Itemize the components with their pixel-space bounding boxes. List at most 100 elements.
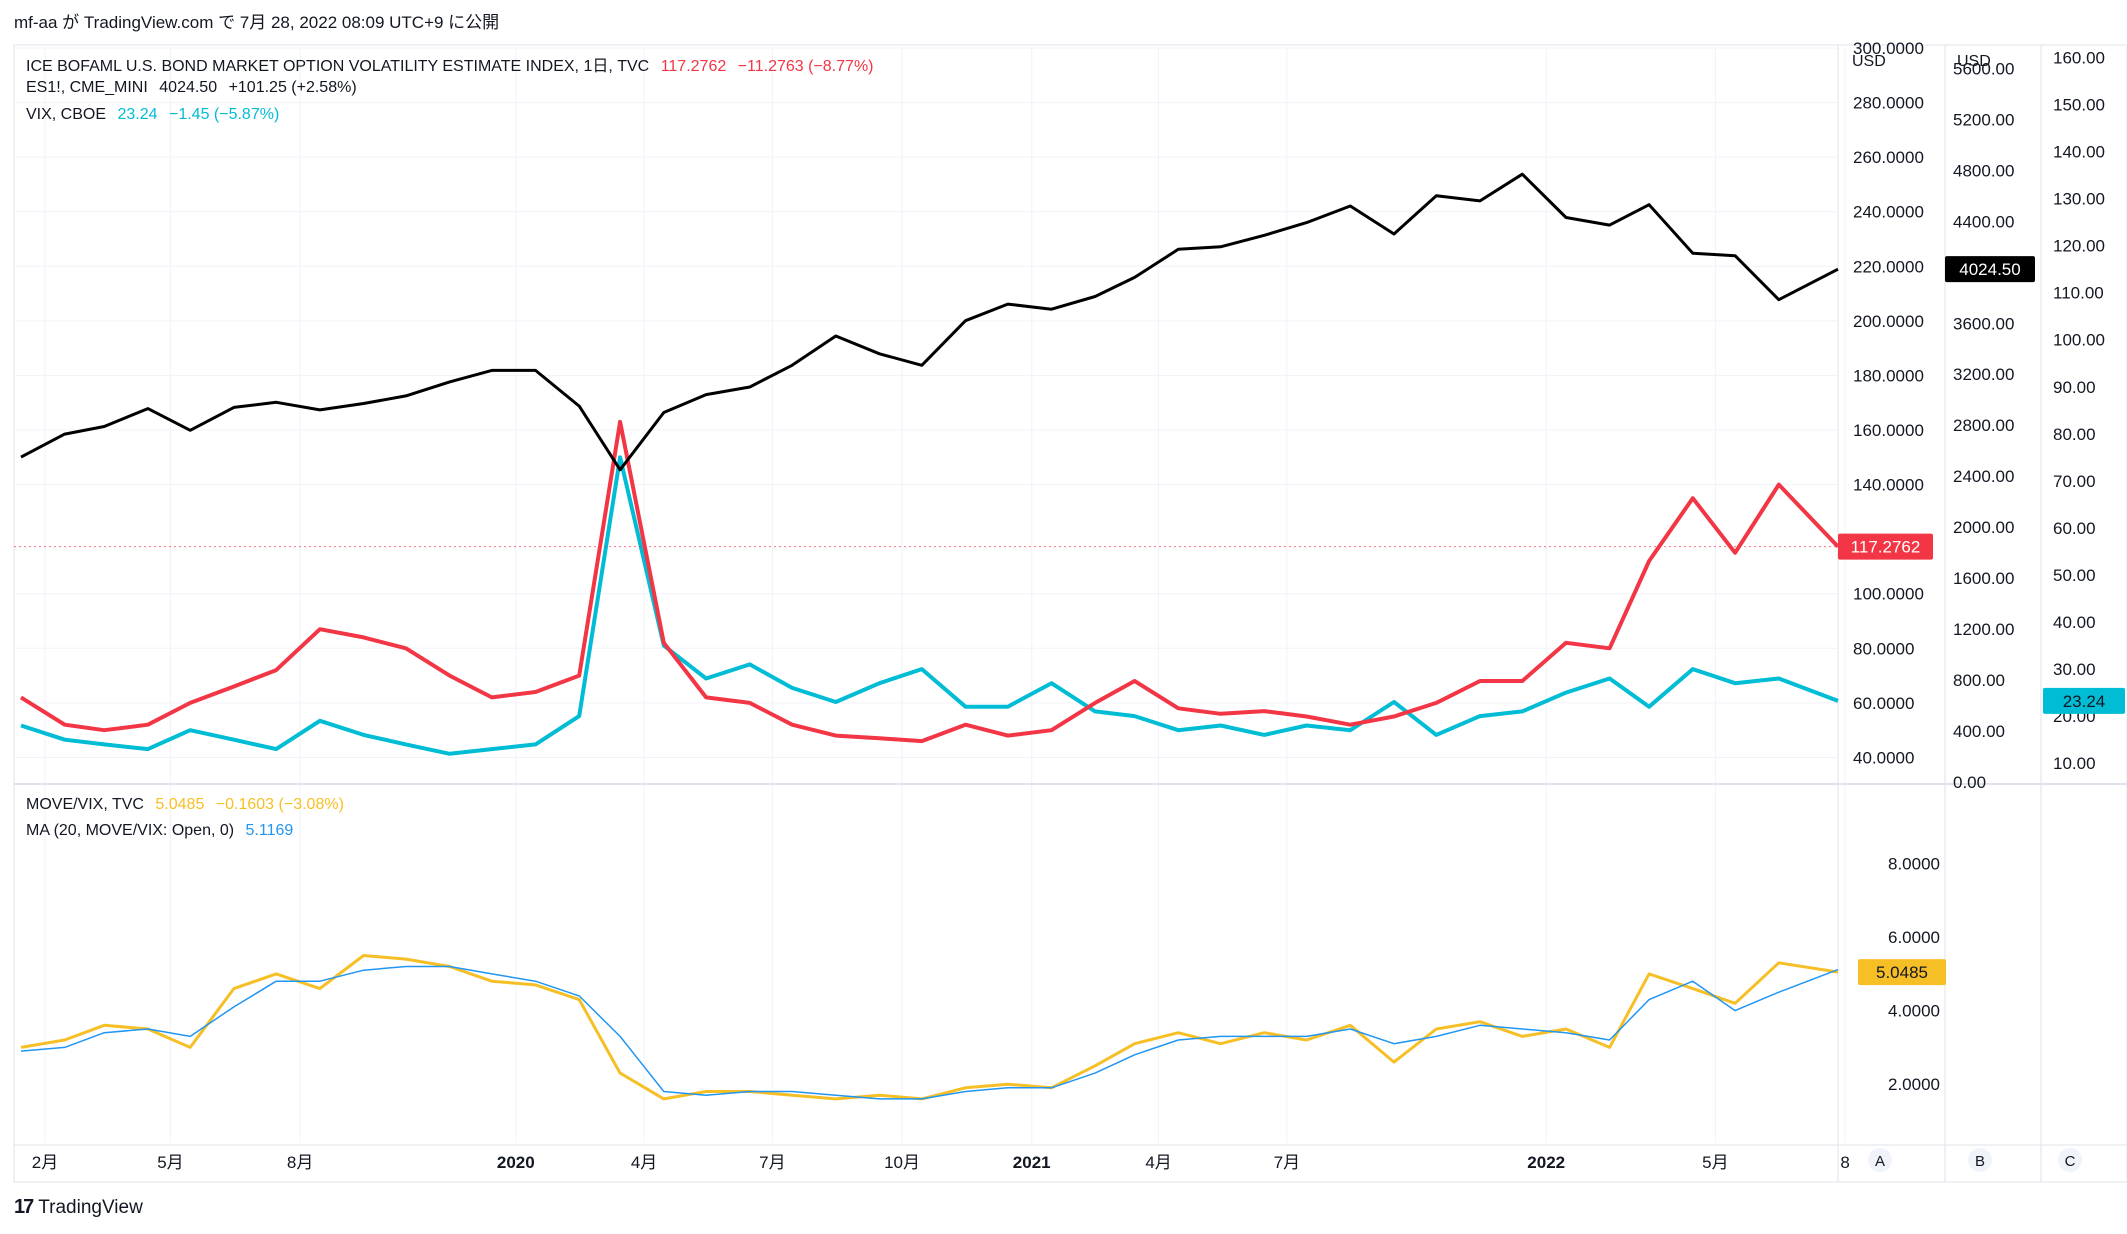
ratio-axis-tick-label: 4.0000 [1888, 1002, 1940, 1021]
move-axis-tick-label: 260.0000 [1853, 148, 1924, 167]
legend-move-name: ICE BOFAML U.S. BOND MARKET OPTION VOLAT… [26, 58, 650, 75]
move-axis-tick-label: 240.0000 [1853, 203, 1924, 222]
es-axis-tick-label: 5600.00 [1953, 59, 2014, 78]
tradingview-logo-icon: 17 [14, 1196, 34, 1218]
time-tick-label: 2022 [1527, 1153, 1565, 1172]
main-pane-border [13, 44, 2127, 1183]
attribution: mf-aa が TradingView.com で 7月 28, 2022 08… [14, 13, 500, 32]
time-tick-label: 2020 [497, 1153, 535, 1172]
scale-button-label: A [1875, 1153, 1885, 1170]
series-ma-line [20, 965, 1839, 1100]
legend-ratio-change: −0.1603 (−3.08%) [215, 796, 344, 813]
legend-move[interactable]: ICE BOFAML U.S. BOND MARKET OPTION VOLAT… [26, 52, 881, 76]
vix-axis-tick-label: 100.00 [2053, 331, 2105, 350]
series-move-line [19, 419, 1840, 744]
vix-axis-tick-label: 120.00 [2053, 237, 2105, 256]
move-axis-tick-label: 160.0000 [1853, 421, 1924, 440]
legend-ma[interactable]: MA (20, MOVE/VIX: Open, 0) 5.1169 [26, 822, 300, 840]
axis-layer: 2月 5月 8月 2020 4月 7月 10月 2021 4月 7月 2022 5月 8 300.0000… [32, 39, 2105, 1172]
time-tick-label: 7月 [759, 1153, 785, 1172]
time-tick-label: 2021 [1013, 1153, 1051, 1172]
vix-axis-tick-label: 160.00 [2053, 48, 2105, 67]
move-axis-currency: USD [1852, 53, 1886, 70]
legend-ratio-last: 5.0485 [155, 796, 205, 813]
legend-ratio[interactable]: MOVE/VIX, TVC 5.0485 −0.1603 (−3.08%) [26, 796, 351, 814]
vix-axis-tick-label: 130.00 [2053, 190, 2105, 209]
vix-price-tag [2043, 687, 2125, 714]
es-axis-tick-label: 2400.00 [1953, 467, 2014, 486]
vix-axis-tick-label: 90.00 [2053, 378, 2096, 397]
legend-ma-last: 5.1169 [245, 822, 294, 839]
move-axis-tick-label: 200.0000 [1853, 312, 1924, 331]
move-axis-tick-label: 180.0000 [1853, 366, 1924, 385]
vix-axis-tick-label: 80.00 [2053, 425, 2096, 444]
move-axis-tick-label: 60.0000 [1853, 694, 1914, 713]
move-axis-tick-label: 280.0000 [1853, 94, 1924, 113]
time-tick-label: 8月 [287, 1153, 313, 1172]
ratio-axis-tick-label: 6.0000 [1888, 928, 1940, 947]
move-axis-tick-label: 300.0000 [1853, 39, 1924, 58]
vix-axis-tick-label: 150.00 [2053, 95, 2105, 114]
legend-move-last: 117.2762 [660, 58, 727, 75]
es-axis-tick-label: 2800.00 [1953, 416, 2014, 435]
legend-move-change: −11.2763 (−8.77%) [737, 58, 874, 75]
move-axis-tick-label: 40.0000 [1853, 748, 1914, 767]
vix-axis-tick-label: 50.00 [2053, 566, 2096, 585]
vix-price-tag-label: 23.24 [2063, 692, 2106, 711]
es-price-tag [1945, 256, 2035, 283]
grid-lines [14, 47, 1846, 1143]
series-layer [14, 172, 1840, 1101]
legend-es-change: +101.25 (+2.58%) [228, 79, 357, 96]
legend-vix[interactable]: VIX, CBOE 23.24 −1.45 (−5.87%) [26, 106, 286, 124]
es-axis-tick-label: 5200.00 [1953, 110, 2014, 129]
es-axis-tick-label: 400.00 [1953, 722, 2005, 741]
time-tick-label: 4月 [631, 1153, 657, 1172]
time-tick-label: 5月 [1702, 1153, 1728, 1172]
es-axis-tick-label: 0.00 [1953, 773, 1986, 792]
tradingview-logo[interactable]: 17 TradingView [14, 1196, 143, 1219]
legend-es[interactable]: ES1!, CME_MINI 4024.50 +101.25 (+2.58%) [26, 79, 364, 97]
move-price-tag-label: 117.2762 [1851, 538, 1921, 557]
ratio-axis-tick-label: 2.0000 [1888, 1075, 1940, 1094]
time-tick-label: 7月 [1274, 1153, 1300, 1172]
scale-button-a [1868, 1148, 1892, 1172]
legend-es-name: ES1!, CME_MINI [26, 79, 148, 96]
vix-axis-tick-label: 60.00 [2053, 519, 2096, 538]
es-axis-currency: USD [1957, 53, 1991, 70]
legend-vix-last: 23.24 [117, 106, 158, 123]
scale-button-label: B [1975, 1153, 1985, 1170]
legend-vix-name: VIX, CBOE [26, 106, 107, 123]
es-price-tag-label: 4024.50 [1959, 260, 2020, 279]
time-tick-label: 10月 [884, 1153, 920, 1172]
move-axis-tick-label: 80.0000 [1853, 639, 1914, 658]
es-axis-tick-label: 1200.00 [1953, 620, 2014, 639]
move-axis-tick-label: 100.0000 [1853, 585, 1924, 604]
time-tick-label: 5月 [157, 1153, 183, 1172]
legend-ratio-name: MOVE/VIX, TVC [26, 796, 144, 813]
tradingview-logo-text: TradingView [38, 1196, 143, 1218]
ratio-price-tag [1858, 959, 1946, 986]
es-axis-tick-label: 4800.00 [1953, 161, 2014, 180]
es-axis-tick-label: 3200.00 [1953, 365, 2014, 384]
scale-button-c [2058, 1148, 2082, 1172]
es-axis-tick-label: 1600.00 [1953, 569, 2014, 588]
legend-ma-name: MA (20, MOVE/VIX: Open, 0) [26, 822, 235, 839]
legend-vix-change: −1.45 (−5.87%) [168, 106, 280, 123]
move-axis-tick-label: 220.0000 [1853, 257, 1924, 276]
vix-axis-tick-label: 70.00 [2053, 472, 2096, 491]
vix-axis-tick-label: 40.00 [2053, 613, 2096, 632]
vix-axis-tick-label: 30.00 [2053, 660, 2096, 679]
series-es-line [20, 172, 1839, 472]
time-tick-label: 4月 [1145, 1153, 1171, 1172]
price-tags: 117.2762 4024.50 23.24 5.0485 [1838, 256, 2125, 986]
scale-button-label: C [2065, 1153, 2076, 1170]
time-tick-label: 8 [1840, 1153, 1849, 1172]
pane-separators [14, 45, 2127, 1182]
es-axis-tick-label: 2000.00 [1953, 518, 2014, 537]
ratio-axis-tick-label: 8.0000 [1888, 855, 1940, 874]
scale-button-b [1968, 1148, 1992, 1172]
ratio-price-tag-label: 5.0485 [1876, 963, 1928, 982]
vix-axis-tick-label: 140.00 [2053, 143, 2105, 162]
time-tick-label: 2月 [32, 1153, 58, 1172]
